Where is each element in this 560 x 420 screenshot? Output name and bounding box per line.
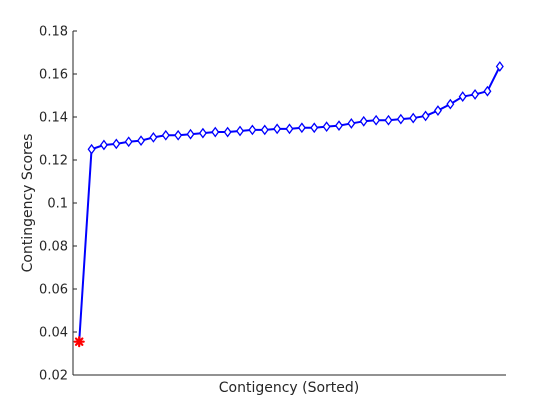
data-point-marker [372, 114, 381, 126]
data-point-marker [137, 135, 146, 147]
y-tick-label: 0.14 [39, 111, 68, 126]
data-point-marker [260, 124, 269, 136]
data-point-marker [273, 123, 282, 135]
plot-frame [72, 31, 506, 376]
data-point-marker [322, 121, 331, 133]
data-point-marker [458, 91, 467, 102]
data-point-marker [112, 138, 121, 150]
data-point-marker [248, 124, 257, 136]
data-point-marker [161, 129, 170, 141]
y-tick-label: 0.06 [39, 283, 68, 298]
y-ticks: 0.02 0.04 0.06 0.08 0.1 0.12 0.14 0.16 0.18 [39, 25, 77, 384]
data-point-marker [421, 110, 430, 122]
y-tick-label: 0.04 [39, 326, 68, 341]
data-point-marker [186, 128, 195, 140]
y-tick-label: 0.02 [39, 369, 68, 384]
data-point-marker [471, 89, 480, 100]
data-point-marker [149, 132, 158, 143]
data-point-marker [198, 127, 207, 139]
y-tick-label: 0.08 [39, 240, 68, 255]
data-point-marker [347, 118, 356, 129]
y-tick-label: 0.12 [39, 154, 68, 169]
data-point-marker [433, 105, 442, 116]
data-point-marker [236, 125, 245, 137]
data-point-marker [483, 85, 492, 97]
data-point-marker [396, 113, 405, 125]
y-tick-label: 0.18 [39, 25, 68, 40]
y-axis-title: Contingency Scores [20, 134, 36, 273]
data-layer [73, 61, 504, 348]
y-tick-label: 0.16 [39, 68, 68, 83]
data-point-marker [359, 115, 368, 127]
data-point-marker [495, 61, 504, 72]
data-point-marker [124, 136, 133, 148]
data-point-marker [87, 143, 96, 155]
data-point-marker [446, 98, 455, 110]
data-point-marker [310, 122, 319, 134]
data-point-marker [409, 112, 418, 124]
highlight-point-marker [73, 336, 85, 348]
x-axis-title: Contigency (Sorted) [219, 380, 360, 396]
data-point-marker [174, 129, 183, 141]
y-tick-label: 0.1 [47, 197, 68, 212]
data-point-marker [297, 122, 306, 134]
data-point-marker [211, 126, 220, 138]
data-point-marker [384, 114, 393, 126]
data-point-marker [334, 120, 344, 131]
data-point-marker [99, 139, 108, 151]
data-point-marker [223, 126, 232, 138]
data-point-marker [285, 123, 294, 135]
